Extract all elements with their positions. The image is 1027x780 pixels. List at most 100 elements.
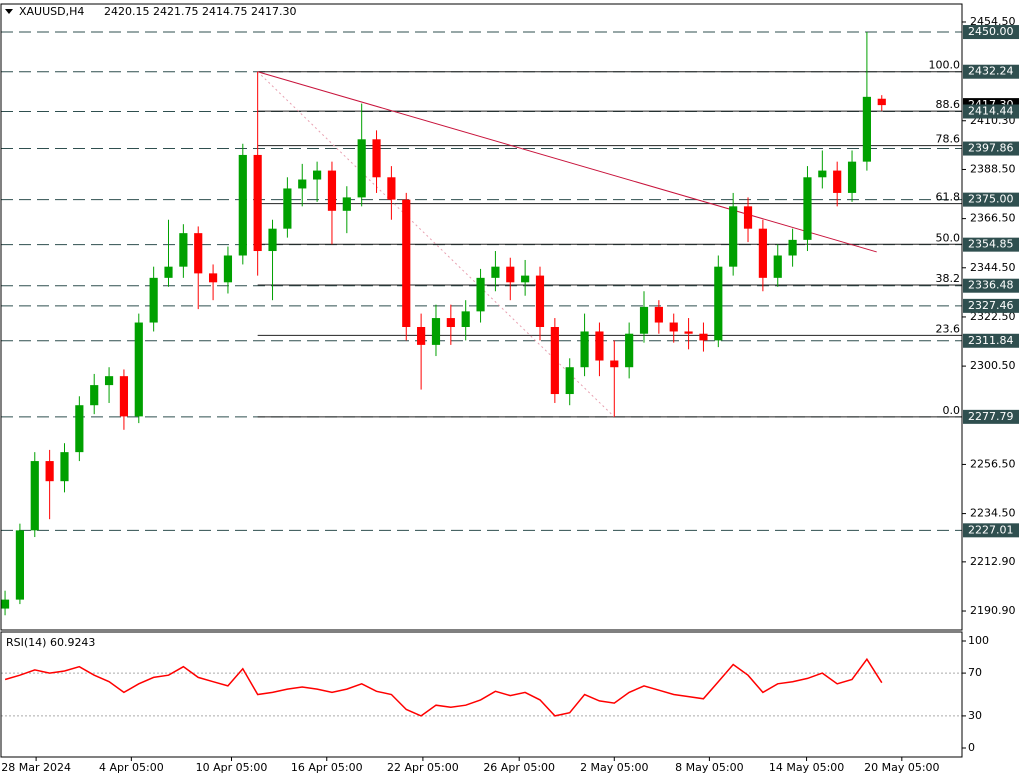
candle-body — [179, 233, 188, 267]
level-tag-label: 2397.86 — [968, 142, 1014, 155]
candle-body — [253, 154, 262, 252]
candle-body — [0, 599, 10, 609]
level-tag-label: 2277.79 — [968, 410, 1014, 423]
level-tag-label: 2414.44 — [968, 104, 1014, 117]
candle-body — [773, 255, 782, 278]
level-tag — [963, 141, 1019, 156]
rsi-title: RSI(14) 60.9243 — [6, 636, 95, 649]
tags-layer: 2417.302450.002432.242414.442397.862375.… — [963, 25, 1019, 538]
marks-layer — [0, 32, 886, 717]
candle-body — [654, 306, 663, 323]
rsi-frame — [0, 631, 963, 758]
level-tag — [963, 278, 1019, 293]
candle-body — [535, 275, 545, 328]
rsi-tick-label: 70 — [968, 666, 982, 679]
x-tick-label: 4 Apr 05:00 — [99, 761, 164, 774]
level-tag — [963, 333, 1019, 348]
level-tag-label: 2354.85 — [968, 238, 1014, 251]
candle-body — [862, 96, 871, 162]
y-tick-label: 2322.50 — [970, 310, 1016, 323]
drawing-layer: 2454.502410.302388.502366.502344.502322.… — [1, 15, 1016, 774]
candle-body — [625, 333, 634, 368]
level-tag-label: 2375.00 — [968, 193, 1014, 206]
ohlc: 2420.15 2421.75 2414.75 2417.30 — [104, 5, 296, 18]
candle-body — [164, 266, 173, 278]
menu-arrow[interactable] — [5, 9, 13, 14]
fib-label: 88.6 — [936, 98, 961, 111]
candle-body — [877, 98, 886, 106]
candle-body — [417, 327, 426, 345]
candle-body — [149, 277, 158, 323]
fib-label: 50.0 — [936, 231, 961, 244]
candle-body — [833, 170, 842, 193]
level-tag — [963, 64, 1019, 79]
candle-body — [431, 318, 441, 345]
x-tick-label: 14 May 05:00 — [769, 761, 844, 774]
symbol: XAUUSD,H4 — [19, 5, 84, 18]
candle-body — [104, 376, 114, 386]
x-tick-label: 10 Apr 05:00 — [196, 761, 268, 774]
y-tick-label: 2366.50 — [970, 212, 1016, 225]
candle-body — [30, 461, 39, 531]
y-tick-label: 2454.50 — [970, 15, 1016, 28]
candle-body — [461, 311, 470, 328]
candle-body — [60, 452, 69, 482]
candle-body — [387, 177, 396, 200]
candle-body — [506, 266, 515, 283]
candle-body — [283, 188, 292, 229]
fib-label: 78.6 — [936, 133, 961, 146]
level-tag — [963, 237, 1019, 252]
candle-body — [847, 161, 857, 193]
candle-body — [372, 139, 381, 178]
fib-label: 0.0 — [943, 404, 961, 417]
candle-body — [595, 331, 604, 361]
y-tick-label: 2388.50 — [970, 162, 1016, 175]
fib-label: 100.0 — [929, 59, 961, 72]
candle-body — [758, 228, 767, 278]
candle-body — [743, 206, 753, 229]
level-tag — [963, 25, 1019, 40]
candle-body — [684, 331, 693, 334]
level-tag — [963, 523, 1019, 538]
candle-body — [565, 367, 574, 395]
fib-label: 23.6 — [936, 322, 961, 335]
candle-body — [313, 170, 322, 180]
candle-body — [550, 327, 559, 395]
candle-body — [342, 197, 351, 211]
fib-label: 61.8 — [936, 191, 961, 204]
x-tick-label: 28 Mar 2024 — [1, 761, 71, 774]
candle-body — [729, 206, 738, 267]
y-tick-label: 2234.50 — [970, 507, 1016, 520]
level-tag-label: 2311.84 — [968, 334, 1014, 347]
candle-body — [803, 177, 812, 240]
y-tick-label: 2300.50 — [970, 359, 1016, 372]
candle-body — [223, 255, 233, 283]
trend-line — [257, 71, 877, 253]
x-tick-label: 26 Apr 05:00 — [483, 761, 555, 774]
main-frame — [0, 3, 963, 631]
candle-body — [45, 461, 54, 482]
level-tag-label: 2450.00 — [968, 25, 1014, 38]
candle-body — [476, 277, 485, 312]
level-tag-label: 2432.24 — [968, 65, 1014, 78]
candle-body — [194, 233, 203, 274]
y-tick-label: 2212.90 — [970, 555, 1016, 568]
x-tick-label: 8 May 05:00 — [675, 761, 743, 774]
candle-body — [119, 376, 129, 417]
rsi-tick-label: 30 — [968, 709, 982, 722]
candle-body — [268, 228, 277, 252]
level-tag-label: 2227.01 — [968, 523, 1014, 536]
rsi-tick-label: 0 — [968, 741, 975, 754]
candle-body — [521, 275, 530, 283]
x-tick-label: 16 Apr 05:00 — [291, 761, 363, 774]
candle-body — [491, 266, 500, 278]
candle-body — [327, 170, 337, 211]
candle-body — [446, 318, 455, 328]
level-tag-label: 2327.46 — [968, 299, 1014, 312]
candle-body — [639, 306, 649, 334]
x-tick-label: 22 Apr 05:00 — [387, 761, 459, 774]
candle-body — [238, 154, 247, 256]
candle-body — [714, 266, 723, 341]
candle-body — [669, 322, 678, 332]
